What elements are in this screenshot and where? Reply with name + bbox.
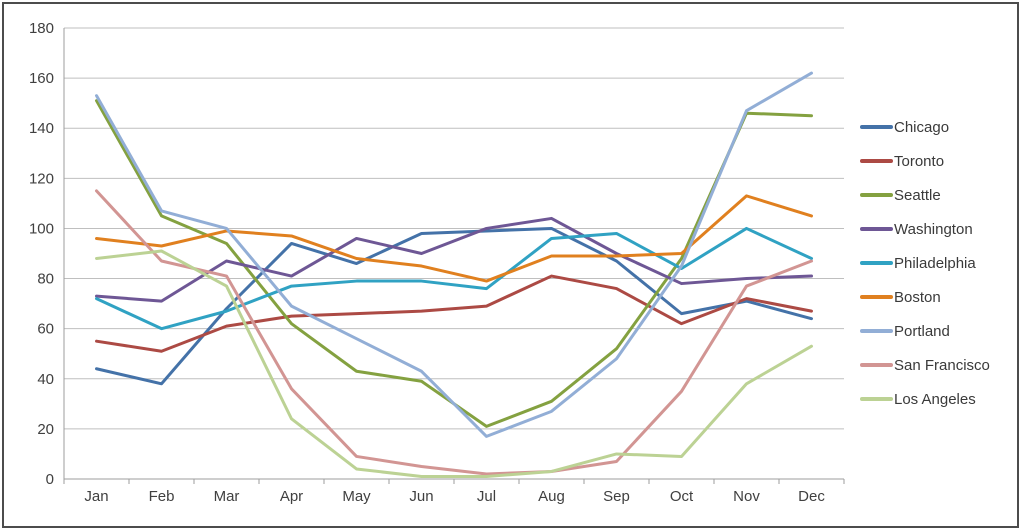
- line-chart: 0 20 40 60 80 100 120 140 160 180 Jan Feb Mar Apr May J…: [29, 20, 845, 505]
- x-axis-label: Mar: [214, 488, 240, 505]
- y-axis-label: 20: [37, 421, 54, 438]
- x-axis-label: Apr: [280, 488, 303, 505]
- legend-item-washington: Washington: [860, 212, 990, 246]
- legend-color-sample: [860, 397, 893, 401]
- x-axis-label: Aug: [538, 488, 565, 505]
- legend-label: Portland: [894, 322, 950, 340]
- legend-label: Seattle: [894, 186, 941, 204]
- chart-legend: Chicago Toronto Seattle Washington Philadelp…: [860, 110, 990, 416]
- legend-color-sample: [860, 125, 893, 129]
- x-axis-label: Nov: [733, 488, 760, 505]
- y-axis-label: 0: [46, 471, 54, 488]
- legend-item-chicago: Chicago: [860, 110, 990, 144]
- series-line-toronto: [95, 274, 813, 353]
- legend-label: San Francisco: [894, 356, 990, 374]
- series-line-portland: [95, 71, 813, 438]
- series-lines: [95, 71, 813, 478]
- legend-item-seattle: Seattle: [860, 178, 990, 212]
- series-line-washington: [95, 216, 813, 303]
- legend-label: Los Angeles: [894, 390, 976, 408]
- x-axis-label: Oct: [670, 488, 694, 505]
- legend-item-los-angeles: Los Angeles: [860, 382, 990, 416]
- axis-labels: 0 20 40 60 80 100 120 140 160 180 Jan Feb Mar Apr May J…: [29, 20, 825, 505]
- y-axis-label: 140: [29, 120, 54, 137]
- y-axis-label: 40: [37, 371, 54, 388]
- x-axis-label: Jul: [477, 488, 496, 505]
- legend-label: Washington: [894, 220, 973, 238]
- series-line-chicago: [95, 226, 813, 386]
- legend-label: Philadelphia: [894, 254, 976, 272]
- x-axis-label: Dec: [798, 488, 825, 505]
- legend-color-sample: [860, 363, 893, 367]
- y-axis-label: 160: [29, 70, 54, 87]
- x-axis-label: Jan: [84, 488, 108, 505]
- legend-color-sample: [860, 261, 893, 265]
- series-line-seattle: [95, 99, 813, 428]
- gridlines: [63, 27, 845, 484]
- y-axis-label: 120: [29, 170, 54, 187]
- series-line-philadelphia: [95, 226, 813, 331]
- legend-label: Chicago: [894, 118, 950, 136]
- y-axis-label: 80: [37, 271, 54, 288]
- legend-label: Boston: [894, 288, 941, 306]
- x-axis-label: Jun: [409, 488, 433, 505]
- legend-item-portland: Portland: [860, 314, 990, 348]
- x-axis-label: Feb: [149, 488, 175, 505]
- legend-item-boston: Boston: [860, 280, 990, 314]
- series-line-los-angeles: [95, 249, 813, 478]
- y-axis-label: 180: [29, 20, 54, 37]
- legend-item-philadelphia: Philadelphia: [860, 246, 990, 280]
- legend-label: Toronto: [894, 152, 945, 170]
- x-axis-label: Sep: [603, 488, 630, 505]
- x-axis-label: May: [342, 488, 371, 505]
- legend-color-sample: [860, 295, 893, 299]
- series-line-san-francisco: [95, 189, 813, 476]
- legend-color-sample: [860, 329, 893, 333]
- legend-color-sample: [860, 227, 893, 231]
- legend-item-toronto: Toronto: [860, 144, 990, 178]
- legend-color-sample: [860, 193, 893, 197]
- legend-color-sample: [860, 159, 893, 163]
- legend-item-san-francisco: San Francisco: [860, 348, 990, 382]
- y-axis-label: 100: [29, 220, 54, 237]
- y-axis-label: 60: [37, 321, 54, 338]
